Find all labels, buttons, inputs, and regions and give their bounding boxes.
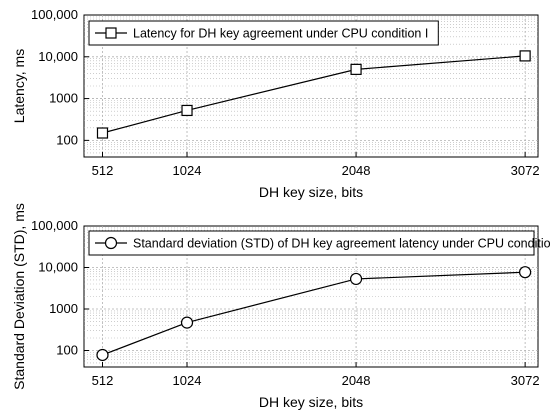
latency-y-axis-label: Latency, ms <box>11 49 27 123</box>
std-legend-box <box>88 230 535 256</box>
latency-x-tick-label: 2048 <box>342 163 371 178</box>
latency-y-tick-label: 100,000 <box>31 7 78 22</box>
std-y-tick-label: 100 <box>56 342 78 357</box>
std-data-point <box>349 272 363 286</box>
std-y-tick-label: 10,000 <box>38 259 78 274</box>
std-legend-circle-marker <box>104 236 118 250</box>
latency-x-tick-labels: 512 1024 2048 3072 <box>92 163 540 178</box>
latency-x-axis-label: DH key size, bits <box>259 184 363 200</box>
std-series-line <box>102 271 526 356</box>
latency-major-grid <box>84 14 538 157</box>
latency-y-tick-label: 10,000 <box>38 49 78 64</box>
latency-y-tick-labels: 100 1000 10,000 100,000 <box>31 7 78 147</box>
std-y-tick-label: 100,000 <box>31 218 78 233</box>
std-y-tick-label: 1000 <box>49 301 78 316</box>
std-data-point <box>96 348 109 362</box>
latency-chart: 100 1000 10,000 100,000 512 1024 2048 30… <box>11 7 540 200</box>
std-x-tick-label: 3072 <box>511 373 540 388</box>
std-markers <box>96 266 532 362</box>
std-x-axis-label: DH key size, bits <box>259 394 363 410</box>
std-x-tick-label: 512 <box>92 373 114 388</box>
latency-x-tick-label: 1024 <box>173 163 202 178</box>
std-chart: 100 1000 10,000 100,000 512 1024 2048 30… <box>11 203 550 410</box>
latency-legend-box <box>88 20 439 46</box>
std-legend-label: Standard deviation (STD) of DH key agree… <box>133 237 550 251</box>
latency-legend-label: Latency for DH key agreement under CPU c… <box>133 27 428 41</box>
latency-data-point <box>96 127 109 139</box>
std-data-point <box>519 266 532 279</box>
latency-legend-symbol <box>105 27 117 39</box>
latency-legend-square-marker <box>105 27 117 39</box>
std-major-grid <box>84 225 538 367</box>
latency-y-tick-label: 1000 <box>49 91 78 106</box>
std-x-tick-label: 2048 <box>342 373 371 388</box>
latency-data-point <box>350 63 362 75</box>
latency-y-tick-label: 100 <box>56 132 78 147</box>
latency-data-point <box>519 50 531 62</box>
latency-data-point <box>181 104 193 117</box>
latency-legend: Latency for DH key agreement under CPU c… <box>88 20 439 46</box>
std-y-axis-label: Standard Deviation (STD), ms <box>11 203 27 390</box>
latency-series-line <box>102 55 526 134</box>
std-y-tick-labels: 100 1000 10,000 100,000 <box>31 218 78 357</box>
std-legend-symbol <box>104 236 118 250</box>
std-legend: Standard deviation (STD) of DH key agree… <box>88 230 550 256</box>
std-x-tick-label: 1024 <box>173 373 202 388</box>
std-x-tick-labels: 512 1024 2048 3072 <box>92 373 540 388</box>
latency-markers <box>96 50 531 139</box>
latency-x-tick-label: 512 <box>92 163 114 178</box>
latency-x-tick-label: 3072 <box>511 163 540 178</box>
std-data-point <box>180 316 194 329</box>
